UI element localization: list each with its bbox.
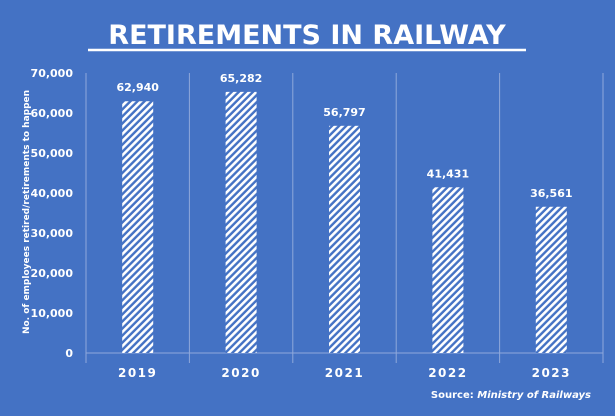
y-tick-label: 10,000: [31, 307, 74, 320]
labels-layer: 62,940 65,282 56,797 41,431 36,561: [116, 72, 572, 200]
y-tick-label: 60,000: [31, 107, 74, 120]
y-tick-label: 50,000: [31, 147, 74, 160]
x-tick-label-2022: 2022: [428, 366, 467, 380]
bar-2021: [329, 125, 360, 353]
bar-2020: [225, 91, 257, 353]
bar-2022: [432, 187, 464, 353]
x-axis-ticks: 2019 2020 2021 2022 2023: [118, 366, 571, 380]
chart-title: RETIREMENTS IN RAILWAY: [108, 20, 506, 51]
bar-2019: [122, 101, 154, 354]
x-tick-label-2020: 2020: [221, 366, 260, 380]
bars-layer: [122, 91, 567, 354]
x-tick-label-2021: 2021: [325, 366, 364, 380]
y-axis-label: No. of employees retired/retirements to …: [22, 90, 32, 334]
y-tick-label: 70,000: [31, 67, 74, 80]
source-name: Ministry of Railways: [477, 390, 591, 401]
y-tick-label: 30,000: [31, 227, 74, 240]
y-tick-label: 20,000: [31, 267, 74, 280]
y-tick-label: 40,000: [31, 187, 74, 200]
bar-2023: [535, 206, 567, 353]
y-tick-label: 0: [65, 347, 73, 360]
data-label-2023: 36,561: [530, 187, 572, 200]
data-label-2021: 56,797: [323, 106, 365, 119]
x-tick-label-2019: 2019: [118, 366, 157, 380]
data-label-2022: 41,431: [427, 167, 469, 180]
data-label-2020: 65,282: [220, 72, 262, 85]
source-note: Source: Ministry of Railways: [431, 390, 591, 401]
data-label-2019: 62,940: [116, 81, 159, 94]
y-axis-ticks: 0 10,000 20,000 30,000 40,000 50,000 60,000 70,…: [31, 67, 74, 360]
source-prefix: Source:: [431, 390, 474, 401]
grid-layer: [85, 73, 604, 363]
x-tick-label-2023: 2023: [532, 366, 571, 380]
